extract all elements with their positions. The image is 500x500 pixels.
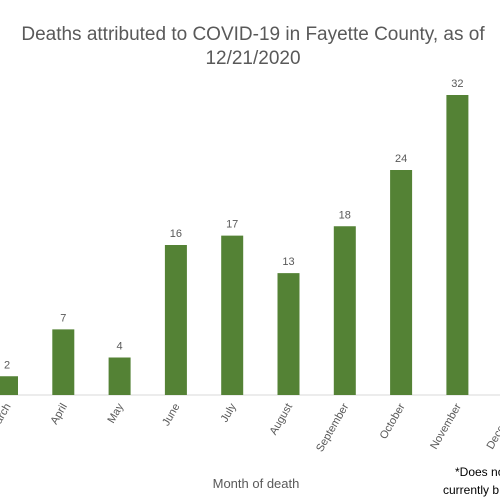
value-label: 2 <box>4 359 10 371</box>
value-label: 24 <box>395 153 407 165</box>
x-tick-label: October <box>378 401 408 441</box>
x-axis-title: Month of death <box>213 476 300 491</box>
value-label: 32 <box>451 78 463 90</box>
bar <box>52 329 75 395</box>
x-tick-label: March <box>0 402 14 434</box>
value-label: 13 <box>282 256 294 268</box>
footnote: *Does no <box>455 465 500 479</box>
bar <box>221 235 244 395</box>
value-label: 7 <box>60 312 66 324</box>
bar <box>164 245 187 395</box>
value-label: 18 <box>339 209 351 221</box>
value-label: 4 <box>117 341 123 353</box>
x-tick-label: September <box>314 401 351 454</box>
x-tick-label: June <box>160 402 182 429</box>
bar <box>390 170 413 395</box>
value-label: 17 <box>226 219 238 231</box>
x-tick-label: April <box>48 402 69 427</box>
bar <box>446 95 469 395</box>
value-label: 16 <box>170 228 182 240</box>
chart-title: Deaths attributed to COVID-19 in Fayette… <box>21 24 485 45</box>
x-tick-label: May <box>105 401 126 425</box>
x-tick-label: August <box>268 402 296 438</box>
bar <box>0 376 18 395</box>
bar <box>277 273 300 395</box>
x-tick-label: November <box>428 401 464 451</box>
bar <box>333 226 356 395</box>
x-tick-label: December <box>485 401 500 451</box>
bar <box>108 357 131 395</box>
footnote: currently b <box>443 483 499 497</box>
chart-title: 12/21/2020 <box>205 48 300 69</box>
x-tick-label: July <box>219 401 239 424</box>
